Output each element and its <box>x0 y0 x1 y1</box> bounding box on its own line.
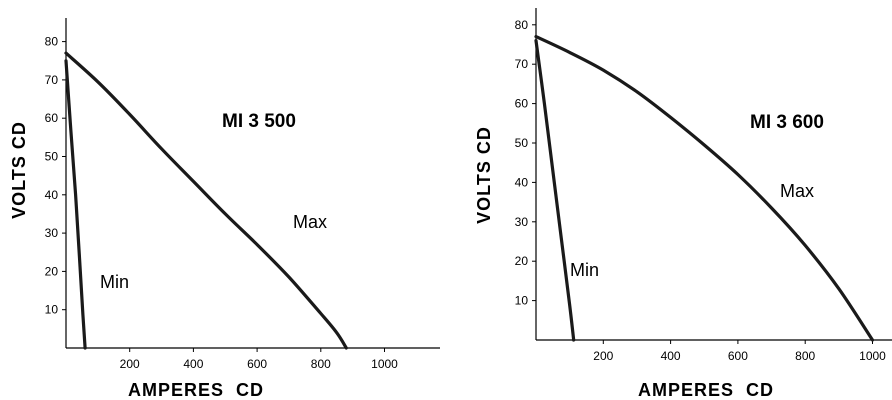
series-line-max <box>64 51 348 350</box>
y-tick-label: 80 <box>515 18 529 32</box>
x-tick-label: 600 <box>728 349 748 363</box>
y-tick-label: 70 <box>45 73 59 87</box>
x-ticks: 200 400 600 800 1000 <box>593 340 886 363</box>
y-axis-title: VOLTS CD <box>9 121 29 219</box>
x-axis-title: AMPERES CD <box>128 380 264 400</box>
x-tick-label: 600 <box>247 357 267 371</box>
x-axis-title: AMPERES CD <box>638 380 774 400</box>
y-tick-label: 50 <box>45 150 59 164</box>
series-label-max: Max <box>780 181 814 201</box>
y-tick-label: 70 <box>515 57 529 71</box>
series-line-max <box>534 35 875 342</box>
x-tick-label: 1000 <box>859 349 886 363</box>
y-tick-label: 20 <box>515 254 529 268</box>
y-axis-title: VOLTS CD <box>474 126 494 224</box>
chart-mi3-500: 10 20 30 40 50 60 70 80 200 400 600 800 1000 MI 3 5… <box>9 18 440 400</box>
y-ticks: 10 20 30 40 50 60 70 80 <box>45 35 66 317</box>
y-tick-label: 60 <box>45 111 59 125</box>
x-ticks: 200 400 600 800 1000 <box>120 348 398 371</box>
series-label-min: Min <box>100 272 129 292</box>
y-tick-label: 20 <box>45 264 59 278</box>
series-line-min <box>64 59 87 350</box>
series-label-max: Max <box>293 212 327 232</box>
series-line-min <box>534 39 576 342</box>
x-tick-label: 400 <box>183 357 203 371</box>
x-tick-label: 800 <box>311 357 331 371</box>
y-tick-label: 50 <box>515 136 529 150</box>
x-tick-label: 1000 <box>371 357 398 371</box>
curves <box>64 51 348 350</box>
curves <box>534 35 875 342</box>
y-tick-label: 40 <box>515 175 529 189</box>
y-tick-label: 10 <box>515 294 529 308</box>
y-tick-label: 80 <box>45 35 59 49</box>
y-tick-label: 30 <box>515 215 529 229</box>
x-tick-label: 200 <box>120 357 140 371</box>
y-tick-label: 60 <box>515 97 529 111</box>
chart-mi3-600: 10 20 30 40 50 60 70 80 200 400 600 800 1000 MI 3 6… <box>474 8 892 400</box>
x-tick-label: 800 <box>795 349 815 363</box>
y-tick-label: 30 <box>45 226 59 240</box>
chart-title: MI 3 600 <box>750 112 824 133</box>
y-tick-label: 40 <box>45 188 59 202</box>
x-tick-label: 200 <box>593 349 613 363</box>
series-label-min: Min <box>570 260 599 280</box>
y-ticks: 10 20 30 40 50 60 70 80 <box>515 18 536 308</box>
y-tick-label: 10 <box>45 303 59 317</box>
x-tick-label: 400 <box>661 349 681 363</box>
chart-title: MI 3 500 <box>222 111 296 132</box>
